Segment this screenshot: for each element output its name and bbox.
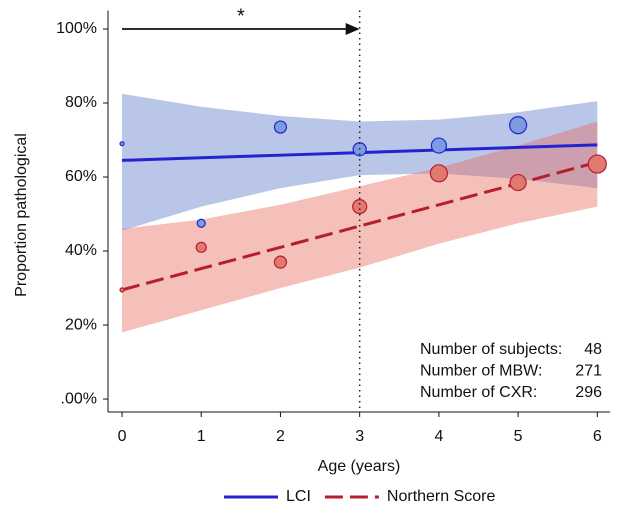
y-tick-label: 20%: [65, 316, 97, 333]
arrow-head: [345, 23, 360, 36]
x-tick-label: 4: [434, 428, 443, 445]
stats-label: Number of CXR:: [420, 384, 537, 401]
x-tick-label: 1: [197, 428, 206, 445]
legend-label: Northern Score: [387, 488, 496, 505]
x-axis-title: Age (years): [318, 458, 401, 475]
data-point: [119, 141, 125, 147]
data-point: [352, 199, 368, 215]
stats-label: Number of subjects:: [420, 341, 562, 358]
x-tick-label: 6: [593, 428, 602, 445]
x-tick-label: 3: [355, 428, 364, 445]
confidence-band: [122, 121, 598, 333]
confidence-band: [122, 93, 598, 231]
x-tick-label: 0: [118, 428, 127, 445]
y-tick-label: .00%: [61, 390, 97, 407]
data-point: [273, 120, 288, 134]
x-tick-label: 2: [276, 428, 285, 445]
data-point: [429, 164, 448, 183]
data-point: [195, 241, 207, 253]
data-point: [430, 137, 447, 154]
stats-value: 48: [584, 341, 602, 358]
data-point: [587, 154, 607, 174]
y-tick-label: 100%: [56, 20, 97, 37]
data-point: [509, 116, 528, 135]
y-tick-label: 80%: [65, 94, 97, 111]
stats-label: Number of MBW:: [420, 363, 542, 380]
arrow-label: *: [237, 5, 245, 27]
y-tick-label: 60%: [65, 168, 97, 185]
stats-value: 271: [575, 363, 602, 380]
y-tick-label: 40%: [65, 242, 97, 259]
x-tick-label: 5: [514, 428, 523, 445]
data-point: [273, 255, 288, 269]
data-point: [196, 218, 206, 228]
data-point: [509, 173, 527, 192]
stats-value: 296: [575, 384, 602, 401]
y-axis-title: Proportion pathological: [13, 133, 30, 297]
data-point: [119, 287, 125, 293]
legend-label: LCI: [286, 488, 311, 505]
